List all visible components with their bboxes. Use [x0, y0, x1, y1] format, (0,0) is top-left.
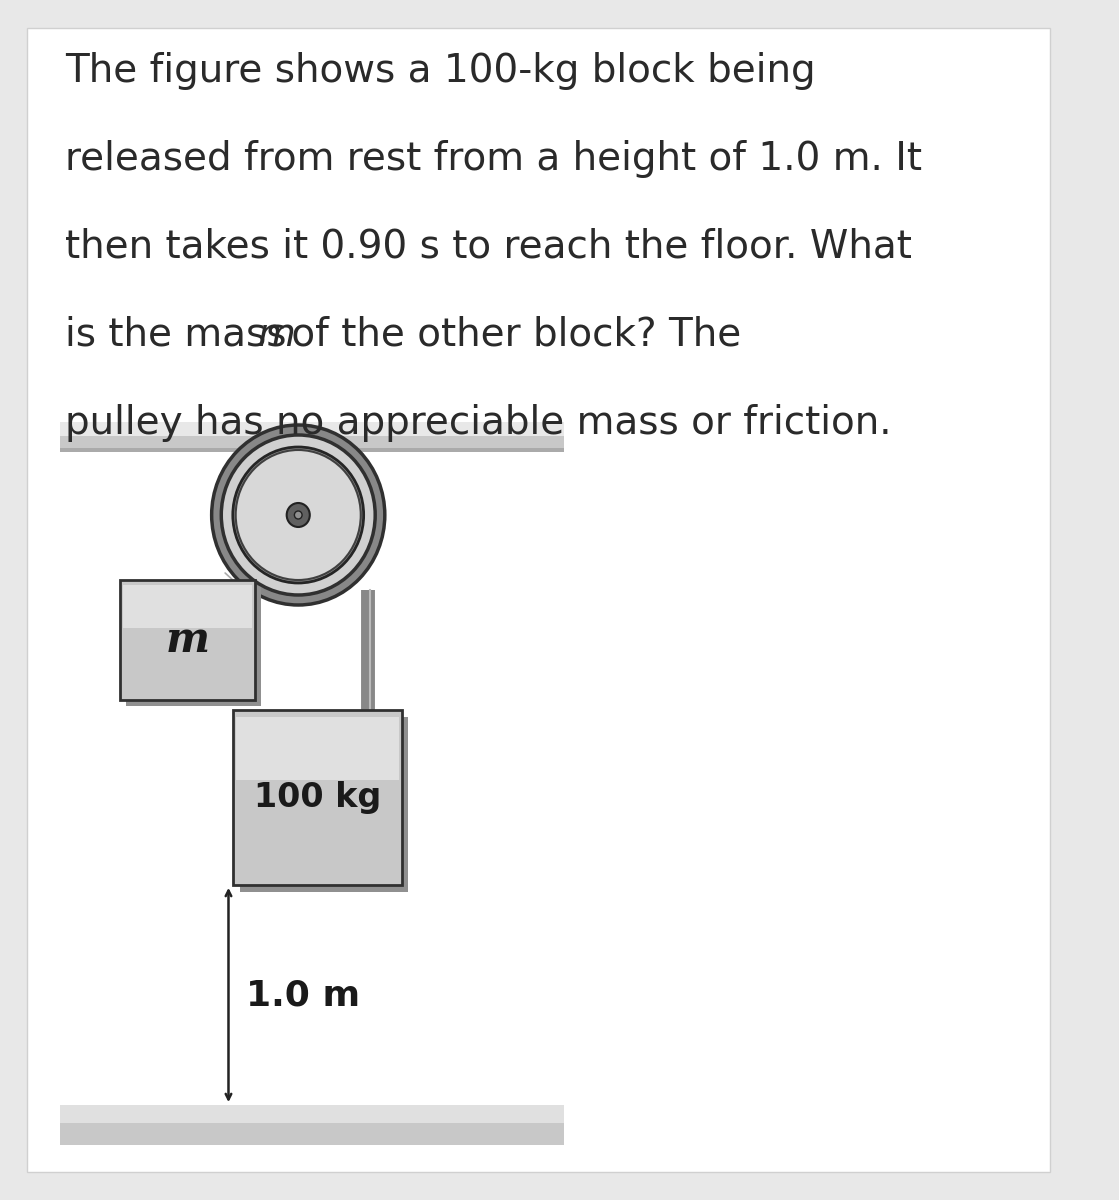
Bar	[59, 422, 564, 436]
Bar	[123, 584, 252, 628]
Text: of the other block? The: of the other block? The	[279, 316, 741, 354]
Text: then takes it 0.90 s to reach the floor. What: then takes it 0.90 s to reach the floor.…	[65, 228, 912, 266]
Circle shape	[286, 503, 310, 527]
Bar	[126, 586, 261, 706]
Text: released from rest from a height of 1.0 m. It: released from rest from a height of 1.0 …	[65, 140, 922, 178]
Text: m: m	[166, 619, 209, 661]
Text: m: m	[257, 316, 295, 354]
Circle shape	[211, 425, 385, 605]
Text: 100 kg: 100 kg	[254, 781, 382, 814]
Circle shape	[294, 511, 302, 518]
Text: is the mass: is the mass	[65, 316, 299, 354]
Bar	[241, 716, 408, 892]
Bar	[120, 580, 255, 700]
Bar	[59, 448, 564, 452]
Bar	[59, 1105, 564, 1123]
Bar	[59, 1105, 564, 1145]
Text: pulley has no appreciable mass or friction.: pulley has no appreciable mass or fricti…	[65, 404, 892, 442]
Circle shape	[236, 450, 360, 580]
Bar	[59, 422, 564, 452]
Text: 1.0 m: 1.0 m	[246, 978, 360, 1012]
Circle shape	[233, 446, 364, 583]
Bar	[236, 716, 398, 780]
Text: The figure shows a 100-kg block being: The figure shows a 100-kg block being	[65, 52, 816, 90]
Bar	[233, 710, 402, 886]
Circle shape	[222, 434, 375, 595]
